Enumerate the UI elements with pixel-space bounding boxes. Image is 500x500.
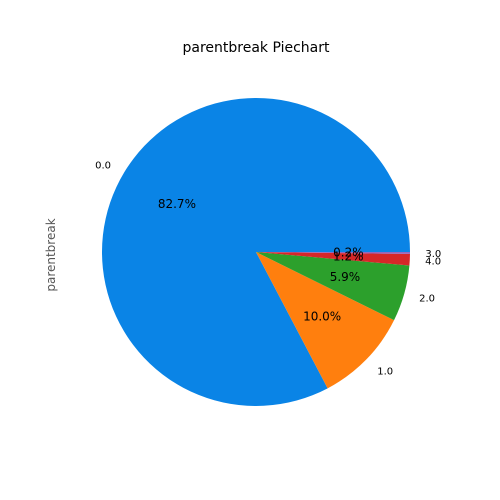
slice-category-label: 1.0: [377, 366, 393, 377]
pie-slice-0-0: [101, 98, 410, 407]
slice-percent-label: 82.7%: [158, 197, 196, 211]
slice-category-label: 3.0: [425, 249, 441, 260]
pie-labels: 0.0 82.7% 1.0 10.0% 2.0 5.9% 4.0 1.2% 3.0 0.2%: [95, 160, 441, 377]
slice-percent-label: 5.9%: [330, 270, 361, 284]
slice-category-label: 0.0: [95, 160, 111, 171]
chart-title: parentbreak Piechart: [182, 40, 330, 56]
slice-category-label: 4.0: [425, 257, 441, 268]
slice-percent-label: 10.0%: [303, 310, 341, 324]
y-axis-label: parentbreak: [44, 218, 58, 291]
pie-slice-3-0: [256, 252, 411, 254]
pie-slice-2-0: [256, 252, 410, 321]
pie-slices: [101, 98, 411, 407]
slice-percent-label: 1.2%: [333, 250, 364, 264]
pie-slice-1-0: [256, 252, 395, 389]
slice-percent-label: 0.2%: [333, 246, 364, 260]
pie-slice-4-0: [256, 252, 410, 266]
slice-category-label: 2.0: [419, 294, 435, 305]
